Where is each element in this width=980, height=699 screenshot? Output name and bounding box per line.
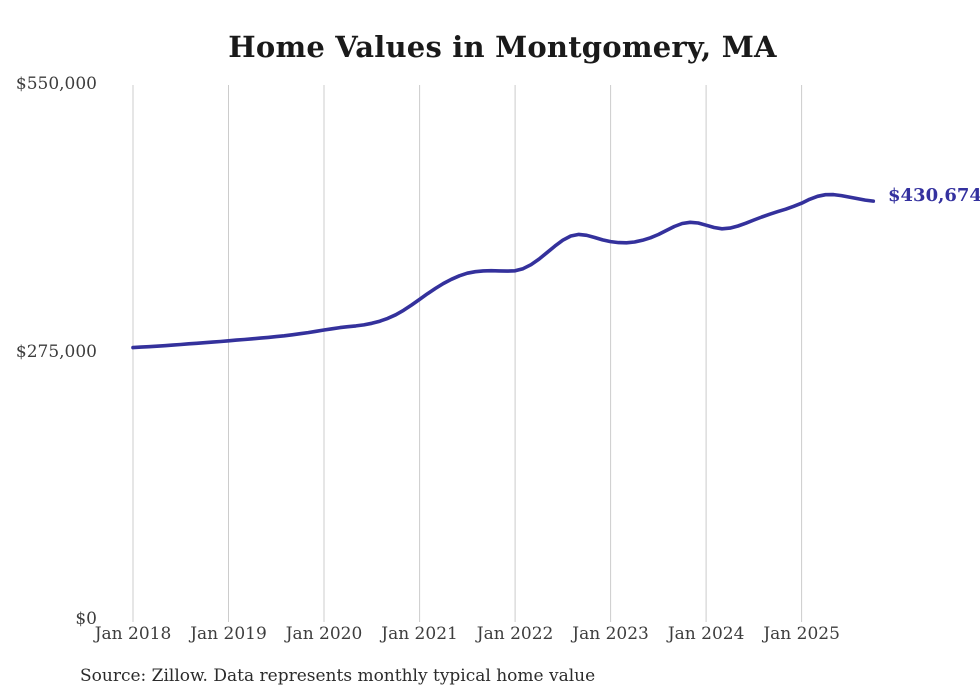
x-axis-tick-label: Jan 2020	[285, 624, 363, 644]
x-axis-tick-label: Jan 2021	[381, 624, 458, 644]
y-axis-tick-label: $0	[75, 609, 97, 629]
latest-value-label: $430,674	[888, 185, 980, 206]
x-axis-tick-label: Jan 2023	[572, 624, 649, 644]
source-note: Source: Zillow. Data represents monthly …	[80, 666, 596, 686]
x-axis-tick-label: Jan 2025	[763, 624, 840, 644]
y-axis-tick-label: $550,000	[15, 74, 97, 94]
x-axis-tick-label: Jan 2018	[94, 624, 172, 644]
chart-title: Home Values in Montgomery, MA	[228, 30, 777, 64]
x-axis-tick-label: Jan 2022	[476, 624, 554, 644]
value-line	[131, 192, 876, 350]
x-axis-tick-label: Jan 2019	[190, 624, 267, 644]
x-axis-tick-label: Jan 2024	[667, 624, 745, 644]
y-axis-tick-label: $275,000	[15, 342, 97, 362]
